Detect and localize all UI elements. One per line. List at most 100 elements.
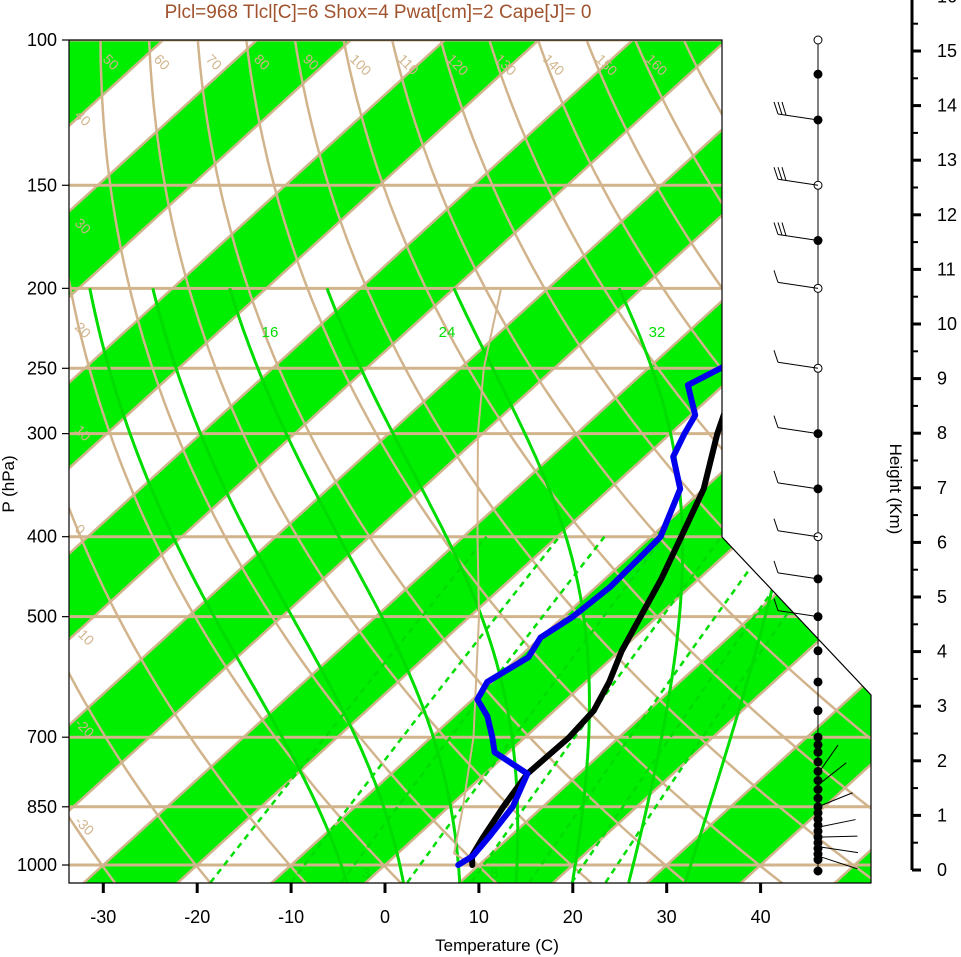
wind-level-dot <box>813 766 823 776</box>
isotherm-label: 30 <box>848 642 870 664</box>
wind-level-dot <box>813 35 823 45</box>
left-edge-label: -30 <box>72 813 98 839</box>
green-band <box>69 40 373 883</box>
height-tick-label: 1 <box>937 805 947 825</box>
wind-barb-flag <box>773 222 779 235</box>
temperature-tick-label: 30 <box>657 907 677 927</box>
height-tick-label: 16 <box>937 0 957 6</box>
wind-barb-flag <box>781 101 787 116</box>
y-axis-label: P (hPa) <box>0 455 18 512</box>
mixing-ratio-line <box>340 535 606 883</box>
isotherm-label: -30 <box>728 116 754 142</box>
wind-barb-flag <box>773 518 779 531</box>
wind-barb-staff <box>777 361 819 369</box>
mixing-ratio-label: 16 <box>262 324 279 341</box>
temperature-tick-label: 0 <box>380 907 390 927</box>
dry-adiabat <box>625 40 871 883</box>
dry-adiabat <box>69 40 226 883</box>
wind-barb-column <box>773 35 859 876</box>
wind-barb-flag <box>773 415 779 428</box>
dry-adiabat <box>434 40 871 883</box>
wind-barb-flag <box>773 560 779 574</box>
dry-adiabat <box>69 40 419 883</box>
height-tick-label: 10 <box>937 314 957 334</box>
height-tick-label: 9 <box>937 369 947 389</box>
wind-level-dot <box>813 706 823 716</box>
pressure-axis: 100 150 200 250 300 400 500 700 850 1000 <box>17 30 69 875</box>
wind-barb-flag <box>773 167 779 180</box>
temperature-tick-label: -30 <box>90 907 116 927</box>
wind-barb-staff <box>777 281 819 289</box>
mixing-ratio-label: 8 <box>490 865 498 882</box>
wind-barb-flag <box>773 470 779 484</box>
wind-barb-staff <box>817 792 853 808</box>
parcel-line <box>452 288 503 866</box>
moist-adiabat <box>325 287 520 883</box>
height-tick-label: 4 <box>937 642 947 662</box>
moist-adiabat <box>151 287 405 883</box>
isotherm-label: -20 <box>728 226 754 252</box>
dry-adiabat <box>195 40 709 883</box>
green-band <box>69 40 871 883</box>
wind-level-dot <box>813 747 823 757</box>
wind-level-dot <box>813 646 823 656</box>
pressure-tick-label: 100 <box>27 30 57 50</box>
pressure-tick-label: 200 <box>27 278 57 298</box>
wind-barb-flag <box>773 270 779 283</box>
pressure-tick-label: 700 <box>27 727 57 747</box>
mixing-ratio-lines <box>209 535 843 883</box>
wind-barb-staff <box>777 610 819 618</box>
pressure-tick-label: 500 <box>27 607 57 627</box>
wind-barb-flag <box>773 101 779 115</box>
moist-adiabat <box>452 287 591 883</box>
wind-level-dot <box>813 677 823 687</box>
height-tick-label: 11 <box>937 259 956 279</box>
moist-adiabat <box>228 287 462 883</box>
pressure-tick-label: 1000 <box>17 855 57 875</box>
wind-barb-staff <box>817 835 858 838</box>
chart-title: Plcl=968 Tlcl[C]=6 Shox=4 Pwat[cm]=2 Cap… <box>165 2 592 23</box>
wind-barb-flag <box>777 167 783 181</box>
isotherm-label: 20 <box>796 587 818 609</box>
mixing-ratio-label: 24 <box>439 324 456 341</box>
dry-adiabat <box>69 40 323 883</box>
isotherm <box>69 40 844 883</box>
height-axis-label: Height (Km) <box>886 444 905 535</box>
wind-barb-staff <box>817 846 859 854</box>
temperature-axis: -30 -20 -10 0 10 20 30 40 <box>90 883 771 927</box>
height-tick-label: 3 <box>937 696 947 716</box>
x-axis-label: Temperature (C) <box>435 936 559 955</box>
isotherm <box>434 40 871 883</box>
height-tick-label: 13 <box>937 150 957 170</box>
wind-barb-flag <box>781 222 787 236</box>
adiabat-label: 60 <box>151 51 173 73</box>
wind-level-dot <box>813 740 823 750</box>
plot-border <box>68 39 872 884</box>
wind-barb-staff <box>817 855 858 870</box>
wind-level-dot <box>813 866 823 876</box>
mixing-ratio-line <box>528 535 775 883</box>
wind-barb-flag <box>777 222 783 236</box>
wind-barb-staff <box>777 178 819 186</box>
height-tick-label: 5 <box>937 587 947 607</box>
isotherm-label: 0 <box>724 459 741 476</box>
mixing-ratio-line <box>570 535 813 883</box>
isotherm <box>69 40 656 883</box>
wind-barb-flag <box>773 350 779 363</box>
height-tick-label: 7 <box>937 478 947 498</box>
dry-adiabat <box>290 40 871 883</box>
wind-barb-staff <box>777 530 819 538</box>
moist-adiabat <box>88 288 349 883</box>
wind-barb-staff <box>777 234 819 242</box>
height-tick-label: 15 <box>937 41 957 61</box>
height-axis: 012345678910111213141516 <box>910 0 957 880</box>
dry-adiabat <box>99 40 516 883</box>
temperature-line <box>468 77 871 868</box>
wind-barb-flag <box>773 598 779 611</box>
mixing-ratio-line <box>406 535 665 883</box>
temperature-tick-label: 40 <box>751 907 771 927</box>
height-tick-label: 2 <box>937 751 947 771</box>
dry-adiabat <box>147 40 612 883</box>
wind-barb-staff <box>777 113 819 121</box>
